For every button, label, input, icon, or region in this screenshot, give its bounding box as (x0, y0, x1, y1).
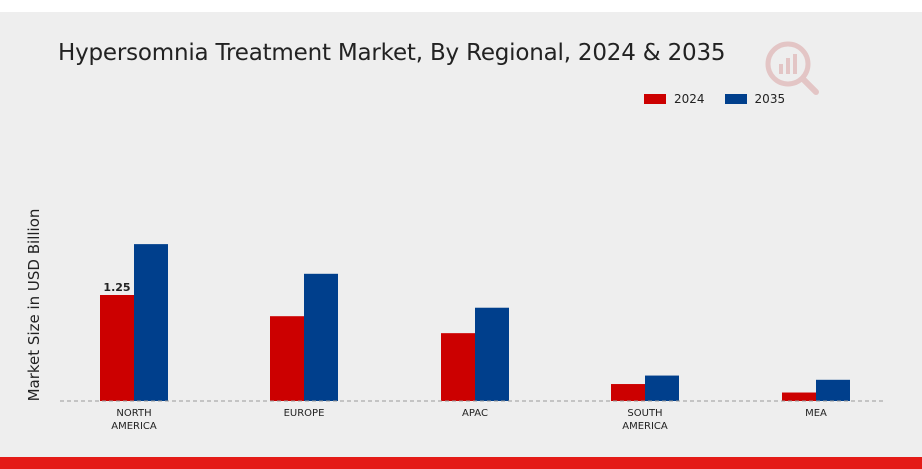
chart-title: Hypersomnia Treatment Market, By Regiona… (58, 40, 726, 66)
x-tick-label: EUROPE (284, 408, 325, 419)
legend-swatch-2024 (644, 94, 666, 104)
x-tick-label-line: AMERICA (111, 421, 157, 432)
x-tick-label-line: SOUTH (627, 408, 662, 419)
bar-2024-apac (441, 333, 475, 401)
x-tick-label: APAC (462, 408, 488, 419)
bar-2035-south-america (645, 375, 679, 401)
bar-2024-south-america (611, 384, 645, 401)
legend-swatch-2035 (724, 94, 747, 104)
x-tick-label-line: AMERICA (622, 421, 668, 432)
bar-2024-north-america (100, 295, 134, 401)
legend-item-2024: 2024 (644, 92, 705, 106)
bottom-accent-bar (0, 457, 922, 469)
bar-2024-europe (270, 316, 304, 401)
x-tick-label: MEA (805, 408, 827, 419)
bar-2035-apac (475, 307, 509, 401)
x-tick-label-line: APAC (462, 408, 488, 419)
data-label: 1.25 (103, 281, 130, 294)
legend-label-2024: 2024 (674, 92, 705, 106)
brand-logo-icon (765, 41, 819, 95)
x-tick-label: SOUTH AMERICA (622, 408, 668, 432)
bar-2024-mea (782, 392, 816, 401)
x-tick-label: NORTH AMERICA (111, 408, 157, 432)
bar-2035-north-america (134, 244, 168, 401)
bar-2035-europe (304, 273, 338, 401)
x-tick-label-line: NORTH (116, 408, 151, 419)
bar-2035-mea (816, 379, 850, 401)
legend-item-2035: 2035 (724, 92, 786, 106)
x-tick-label-line: MEA (805, 408, 827, 419)
chart-legend: 2024 2035 (644, 92, 805, 106)
x-tick-label-line: EUROPE (284, 408, 325, 419)
legend-label-2035: 2035 (754, 92, 786, 106)
